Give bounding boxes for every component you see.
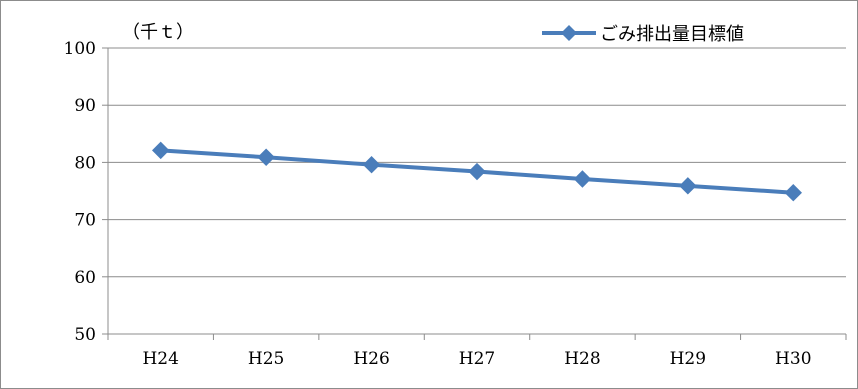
data-point-marker [573,170,592,188]
y-tick-label: 100 [64,39,96,59]
data-point-marker [679,177,697,195]
x-tick-label: H24 [142,349,178,369]
x-tick-label: H26 [353,349,389,369]
data-point-marker [362,155,381,174]
x-tick-label: H29 [670,349,706,369]
y-axis-unit-label: （千ｔ） [122,22,194,43]
x-tick-label: H27 [459,349,495,369]
series-layer [152,141,802,202]
data-point-marker [468,162,486,181]
y-tick-label: 70 [74,211,96,231]
x-tick-label: H30 [775,349,811,369]
legend-marker [561,25,577,41]
y-tick-label: 60 [74,268,96,288]
y-tick-label: 90 [74,96,96,116]
data-point-marker [784,184,802,202]
axes [102,47,847,340]
x-tick-label: H28 [564,349,600,369]
x-tick-label: H25 [248,349,284,369]
legend: ごみ排出量目標値 [542,24,744,45]
data-point-marker [152,141,170,160]
y-tick-label: 80 [74,153,96,173]
y-tick-label: 50 [74,325,96,345]
labels: 50 60 70 80 90 100 H24 H25 H26 H27 H28 H29 H30 （千ｔ） [64,22,812,369]
data-point-marker [257,148,275,166]
legend-label: ごみ排出量目標値 [600,24,744,45]
